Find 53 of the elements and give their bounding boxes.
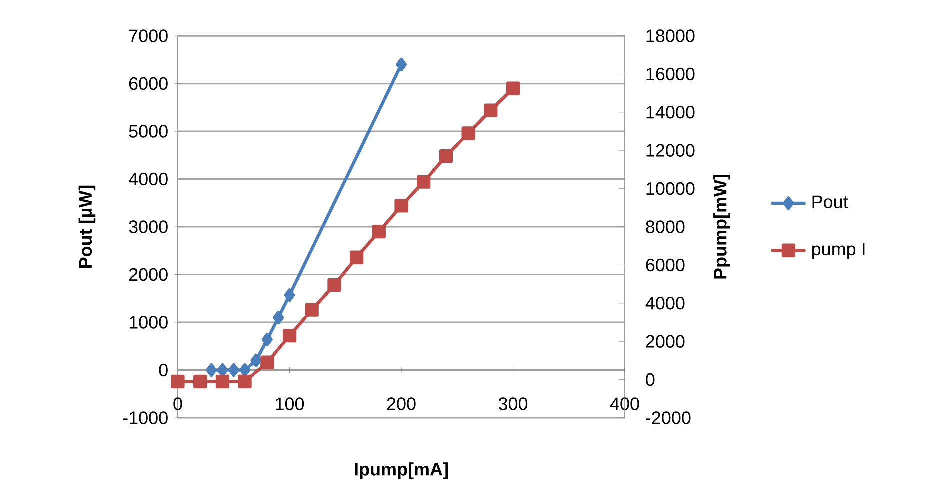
point	[439, 150, 454, 164]
y-axis-title: Pout [µW]	[78, 186, 96, 268]
point	[250, 354, 262, 368]
point	[350, 250, 364, 264]
y2-tick-label: 10000	[646, 182, 695, 196]
point	[216, 374, 230, 389]
point	[394, 199, 408, 213]
x-tick-label: 0	[174, 398, 182, 410]
x-tick-label: 400	[610, 398, 640, 410]
point	[284, 288, 296, 302]
point	[238, 374, 252, 389]
y-tick-label: 3000	[129, 220, 168, 234]
y-tick-label: 2000	[129, 268, 168, 282]
point	[206, 363, 218, 378]
point	[171, 374, 185, 389]
y-tick-label: -1000	[123, 412, 168, 424]
y2-tick-label: 4000	[646, 297, 685, 310]
x-tick-label: 200	[387, 398, 416, 410]
legend-label: pump I	[812, 242, 865, 260]
y-tick-label: 5000	[129, 125, 168, 138]
point	[506, 82, 520, 96]
y-tick-label: 1000	[130, 316, 168, 329]
point	[484, 104, 498, 118]
point	[273, 310, 284, 325]
legend-label: Pout	[812, 196, 848, 208]
point	[372, 224, 386, 239]
point	[305, 303, 319, 317]
y2-axis-title: Ppump[mW]	[714, 175, 730, 279]
point	[328, 278, 342, 292]
y2-tick-label: 12000	[646, 144, 695, 157]
point	[462, 126, 476, 140]
y2-tick-label: 2000	[646, 335, 685, 348]
y2-tick-label: 14000	[646, 106, 695, 119]
y-tick-label: 6000	[129, 77, 168, 90]
y-tick-label: 0	[159, 364, 168, 377]
y2-tick-label: 0	[646, 373, 655, 386]
y-tick-label: 4000	[128, 172, 168, 186]
point	[260, 356, 274, 370]
point	[282, 329, 297, 343]
y2-tick-label: 16000	[646, 68, 695, 81]
point	[228, 363, 240, 378]
y-tick-label: 7000	[129, 30, 168, 42]
x-tick-label: 100	[276, 398, 304, 410]
y2-tick-label: 6000	[646, 258, 685, 272]
x-axis-title: Ipump[mA]	[355, 462, 448, 480]
point	[194, 374, 208, 389]
y2-tick-label: -2000	[646, 412, 691, 424]
point	[417, 175, 431, 189]
point	[396, 58, 408, 72]
y2-tick-label: 8000	[646, 220, 685, 234]
y2-tick-label: 18000	[646, 30, 695, 42]
x-tick-label: 300	[498, 398, 528, 410]
point	[262, 332, 273, 346]
